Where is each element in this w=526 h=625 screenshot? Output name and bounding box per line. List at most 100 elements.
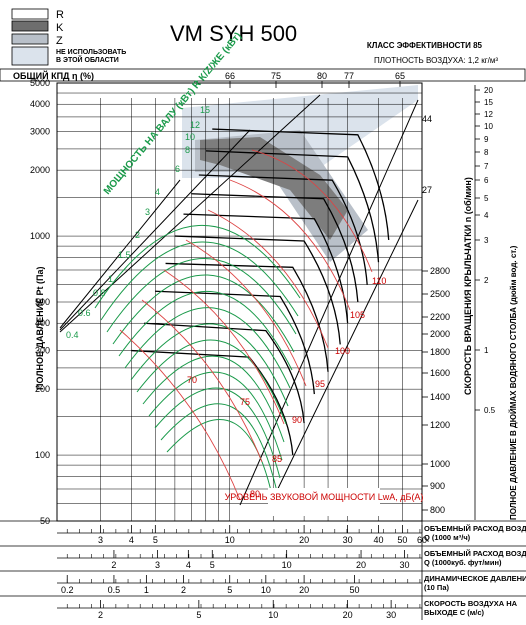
power-label: 1	[108, 274, 113, 284]
diagonal-guide	[239, 99, 419, 506]
power-line	[130, 323, 289, 407]
right-scale-label: 0.5	[484, 406, 496, 415]
fan-curve	[155, 290, 315, 395]
x-axis-tick-label: 3	[98, 535, 103, 545]
diagonal-guide	[59, 94, 321, 333]
x-axis-tick-label: 30	[386, 610, 396, 620]
y-tick-label: 2000	[30, 165, 50, 175]
power-label: 0.4	[66, 330, 79, 340]
x-axis-tick-label: 50	[397, 535, 407, 545]
legend-label-Z: Z	[56, 35, 63, 47]
right-scale-label: 10	[484, 122, 493, 131]
right-scale-label: 20	[484, 86, 493, 95]
legend-label-R: R	[56, 9, 64, 21]
sound-axis-label: УРОВЕНЬ ЗВУКОВОЙ МОЩНОСТИ LwA, дБ(А)	[225, 491, 424, 502]
efficiency-bar	[0, 68, 526, 82]
x-axis-tick-label: 40	[373, 535, 383, 545]
power-line	[94, 225, 301, 309]
legend: R K Z НЕ ИСПОЛЬЗОВАТЬ В ЭТОЙ ОБЛАСТИ	[11, 8, 128, 66]
speed-tick-label: 1200	[430, 420, 450, 430]
x-axis-tick-label: 20	[299, 535, 309, 545]
speed-top-label: 27	[422, 185, 432, 195]
y-tick-label: 500	[35, 297, 50, 307]
sound-line	[229, 179, 351, 311]
power-label: 6	[175, 164, 180, 174]
right-scale-label: 9	[484, 135, 489, 144]
y-tick-label: 5000	[30, 78, 50, 88]
x-axis-tick-label: 30	[343, 535, 353, 545]
page-title: VM SYH 500	[170, 21, 297, 46]
power-label: 2	[135, 230, 140, 240]
power-line	[154, 387, 281, 479]
power-label: 10	[185, 132, 195, 142]
speed-tick-label: 1400	[430, 392, 450, 402]
fan-curve	[191, 193, 359, 303]
y-tick-label: 3000	[30, 127, 50, 137]
right-scale-label: 3	[484, 236, 489, 245]
x-axis-tick-label: 50	[350, 585, 360, 595]
x-axis-tick-label: 30	[400, 560, 410, 570]
legend-swatch-Z	[11, 33, 49, 45]
right-scale-label: 6	[484, 176, 489, 185]
efficiency-tick-label: 80	[317, 71, 327, 81]
speed-tick-label: 2000	[430, 329, 450, 339]
speed-axis-label: СКОРОСТЬ ВРАЩЕНИЯ КРЫЛЬЧАТКИ n (об/мин)	[463, 177, 473, 395]
power-line	[148, 371, 283, 461]
x-axis-label: СКОРОСТЬ ВОЗДУХА НА ВЫХОДЕ C (м/с)	[424, 599, 518, 617]
efficiency-class: КЛАСС ЭФФЕКТИВНОСТИ 85	[367, 41, 483, 50]
x-axis-tick-label: 2	[181, 585, 186, 595]
x-axis-tick-label: 5	[210, 560, 215, 570]
sound-label: 90	[292, 415, 302, 425]
speed-tick-label: 1800	[430, 347, 450, 357]
x-axis-label-line1: ДИНАМИЧЕСКОЕ ДАВЛЕНИЕ Pd	[424, 574, 526, 583]
diagonal-guide	[269, 199, 419, 506]
legend-label-NA: НЕ ИСПОЛЬЗОВАТЬ В ЭТОЙ ОБЛАСТИ	[56, 49, 128, 64]
y-tick-label: 200	[35, 384, 50, 394]
power-line	[136, 339, 287, 425]
speed-top-label: 44	[422, 114, 432, 124]
legend-swatch-NA	[11, 46, 49, 66]
efficiency-tick-label: 77	[344, 71, 354, 81]
x-axis-tick-label: 5	[153, 535, 158, 545]
y-tick-label: 100	[35, 450, 50, 460]
power-line	[112, 274, 295, 353]
right-scale-label: 2	[484, 276, 489, 285]
sound-line	[163, 269, 285, 425]
power-label: 1.5	[118, 250, 131, 260]
sound-label: 105	[350, 310, 365, 320]
efficiency-tick-label: 75	[271, 71, 281, 81]
x-axis-label: ДИНАМИЧЕСКОЕ ДАВЛЕНИЕ Pd(10 Па)	[424, 574, 526, 592]
power-line	[118, 290, 293, 371]
x-axis-tick-label: 1	[144, 585, 149, 595]
power-label: 8	[185, 145, 190, 155]
power-label: 12	[190, 120, 200, 130]
power-label: 15	[200, 105, 210, 115]
x-axis-tick-label: 5	[227, 585, 232, 595]
speed-tick-label: 2200	[430, 312, 450, 322]
right-scale-label: 7	[484, 162, 489, 171]
sound-label-extra: 70	[187, 375, 197, 385]
x-axis-tick-label: 5	[196, 610, 201, 620]
x-axis-tick-label: 20	[356, 560, 366, 570]
right-scale-label: 15	[484, 98, 493, 107]
y-tick-label: 300	[35, 346, 50, 356]
sound-line	[141, 299, 263, 463]
power-line	[160, 403, 279, 497]
power-line	[100, 241, 299, 321]
legend-swatch-R	[11, 8, 49, 20]
speed-tick-label: 2800	[430, 266, 450, 276]
power-label: 4	[155, 187, 160, 197]
x-axis-tick-label: 3	[155, 560, 160, 570]
sound-label: 85	[272, 454, 282, 464]
sound-line	[251, 149, 373, 273]
sound-label-extra: 75	[240, 397, 250, 407]
legend-label-K: K	[56, 22, 64, 34]
efficiency-label: ОБЩИЙ КПД η (%)	[13, 70, 94, 81]
efficiency-ticks: 66 75 80 77 65	[225, 71, 405, 88]
sound-line	[185, 239, 307, 387]
region-K	[200, 137, 348, 240]
x-axis-tick-label: 10	[225, 535, 235, 545]
power-line	[166, 419, 277, 515]
fan-curve	[183, 213, 349, 324]
speed-tick-label: 1600	[430, 368, 450, 378]
